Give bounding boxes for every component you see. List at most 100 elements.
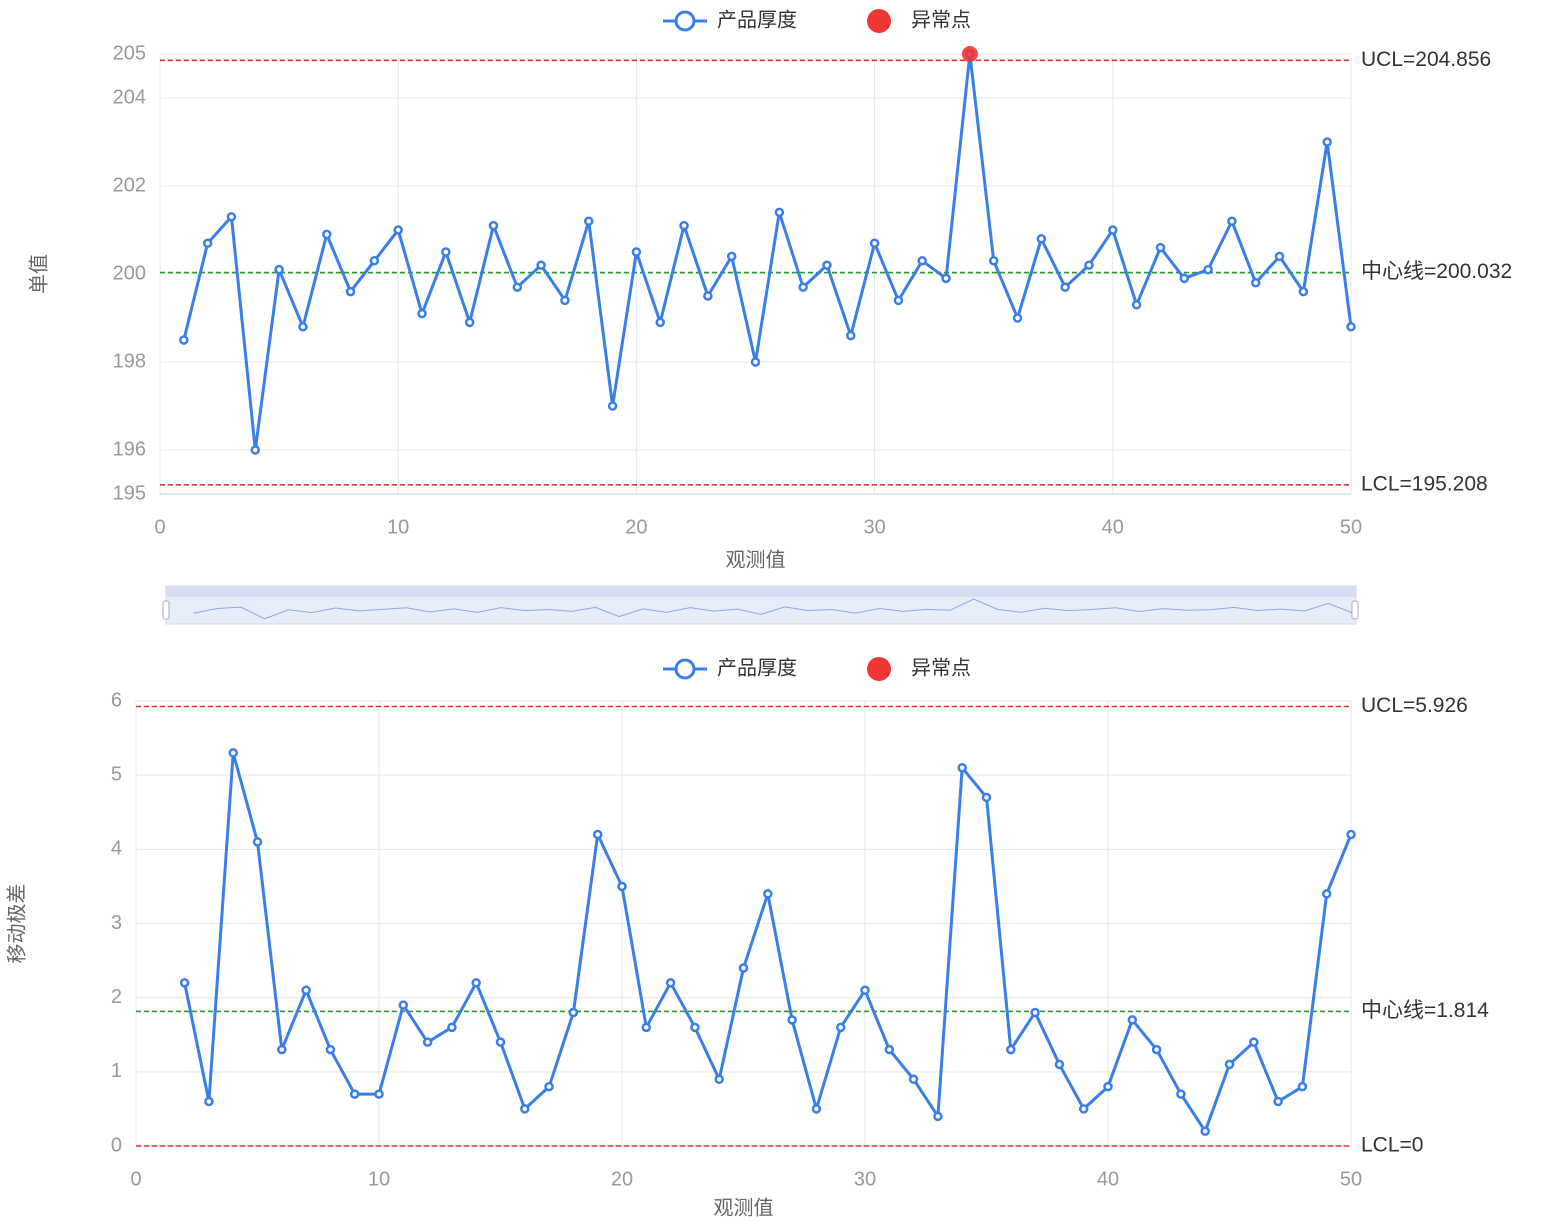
data-point	[520, 1104, 530, 1114]
zoom-slider-handle-bar[interactable]	[166, 586, 1356, 597]
data-point	[665, 978, 676, 988]
legend-label[interactable]: 异常点	[911, 8, 971, 31]
data-point	[447, 1022, 457, 1033]
data-point	[1322, 137, 1332, 147]
data-point	[544, 1081, 554, 1092]
data-point	[592, 829, 603, 840]
data-point	[488, 220, 499, 231]
y-tick-label: 5	[111, 763, 122, 785]
data-point	[1346, 829, 1356, 840]
x-tick-label: 30	[854, 1168, 876, 1190]
data-point	[464, 317, 475, 328]
data-point	[893, 295, 904, 306]
x-tick-label: 50	[1340, 1168, 1362, 1190]
x-axis-title: 观测值	[726, 548, 786, 571]
data-point	[495, 1037, 506, 1047]
anomaly-point	[961, 46, 978, 62]
y-tick-label: 4	[111, 838, 122, 860]
data-point	[1250, 278, 1261, 288]
y-tick-label: 205	[113, 42, 146, 64]
data-point	[917, 256, 927, 266]
data-point	[349, 1089, 360, 1099]
y-tick-label: 202	[113, 174, 146, 196]
data-point	[277, 1044, 287, 1055]
data-point	[631, 247, 642, 257]
data-point	[1131, 300, 1142, 310]
data-point	[641, 1022, 652, 1033]
data-point	[763, 889, 773, 899]
data-point	[787, 1015, 797, 1025]
legend-label[interactable]: 产品厚度	[717, 656, 797, 679]
control-line-label: UCL=5.926	[1361, 694, 1468, 717]
data-point	[369, 256, 380, 266]
legend-symbol	[674, 10, 696, 32]
y-tick-label: 2	[111, 986, 122, 1008]
data-point	[1030, 1007, 1040, 1018]
data-point	[226, 212, 237, 222]
data-point	[1054, 1059, 1065, 1070]
data-point	[617, 881, 627, 892]
zoom-preview-line	[193, 598, 1353, 620]
x-tick-label: 40	[1097, 1168, 1119, 1190]
y-tick-label: 204	[113, 86, 146, 108]
data-point	[655, 317, 665, 328]
data-point	[860, 985, 870, 995]
data-point	[1297, 1081, 1308, 1092]
data-point	[202, 238, 213, 248]
data-point	[345, 286, 356, 297]
data-point	[941, 273, 951, 284]
data-point	[988, 256, 999, 266]
data-point	[1127, 1015, 1138, 1025]
y-axis-title: 单值	[27, 254, 50, 294]
data-point	[1224, 1059, 1235, 1070]
x-tick-label: 50	[1340, 516, 1362, 538]
data-point	[1176, 1089, 1186, 1099]
data-point	[250, 445, 261, 455]
data-point	[1078, 1104, 1089, 1114]
x-tick-label: 10	[387, 516, 409, 538]
data-point	[822, 260, 832, 270]
y-tick-label: 195	[113, 482, 146, 504]
data-point	[846, 330, 856, 341]
y-tick-label: 1	[111, 1060, 122, 1082]
data-point	[325, 1044, 336, 1055]
x-tick-label: 0	[130, 1168, 141, 1190]
data-point	[1273, 1096, 1283, 1107]
control-line-label: 中心线=200.032	[1361, 260, 1512, 283]
data-point	[1084, 260, 1094, 270]
data-point	[568, 1007, 579, 1018]
x-tick-label: 20	[625, 516, 647, 538]
data-point	[1321, 889, 1332, 899]
data-point	[536, 260, 546, 270]
control-line-label: LCL=0	[1361, 1134, 1423, 1157]
control-line-label: 中心线=1.814	[1361, 999, 1489, 1022]
legend-label[interactable]: 产品厚度	[717, 8, 797, 31]
data-point	[417, 308, 427, 319]
data-point	[301, 985, 311, 995]
data-point	[811, 1104, 822, 1114]
data-point	[1346, 322, 1356, 332]
data-point	[957, 763, 967, 773]
zoom-handle-right[interactable]	[1351, 600, 1359, 620]
data-point	[228, 748, 238, 758]
data-point	[1179, 273, 1190, 284]
y-tick-label: 196	[113, 438, 146, 460]
data-point	[679, 220, 689, 231]
data-point	[1227, 216, 1237, 226]
data-point	[981, 792, 992, 803]
data-point	[374, 1089, 384, 1099]
zoom-handle-left[interactable]	[162, 600, 170, 620]
data-point	[1298, 286, 1309, 297]
x-tick-label: 40	[1102, 516, 1124, 538]
data-point	[252, 837, 263, 847]
y-tick-label: 0	[111, 1134, 122, 1156]
legend-label[interactable]: 异常点	[911, 656, 971, 679]
data-point	[584, 216, 594, 226]
data-point	[179, 335, 189, 345]
data-point	[321, 229, 332, 240]
data-point	[398, 1000, 409, 1010]
control-line-label: LCL=195.208	[1361, 472, 1488, 495]
data-point	[1006, 1044, 1016, 1055]
data-point	[1274, 251, 1285, 262]
